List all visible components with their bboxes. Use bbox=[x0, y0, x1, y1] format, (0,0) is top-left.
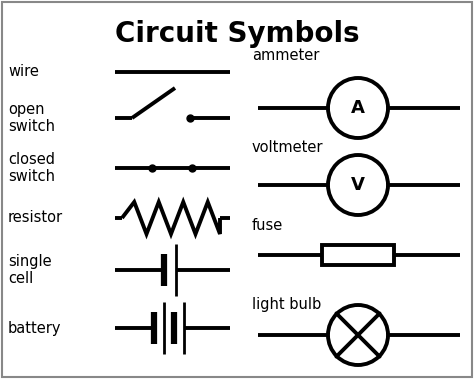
Text: voltmeter: voltmeter bbox=[252, 141, 323, 155]
Text: Circuit Symbols: Circuit Symbols bbox=[115, 20, 359, 48]
Circle shape bbox=[328, 78, 388, 138]
Text: resistor: resistor bbox=[8, 210, 63, 226]
Text: open
switch: open switch bbox=[8, 102, 55, 134]
Text: V: V bbox=[351, 176, 365, 194]
Text: ammeter: ammeter bbox=[252, 47, 319, 63]
Text: single
cell: single cell bbox=[8, 254, 52, 286]
Circle shape bbox=[328, 155, 388, 215]
Text: A: A bbox=[351, 99, 365, 117]
Text: closed
switch: closed switch bbox=[8, 152, 55, 184]
Circle shape bbox=[328, 305, 388, 365]
Text: battery: battery bbox=[8, 321, 62, 335]
Text: wire: wire bbox=[8, 64, 39, 80]
Text: fuse: fuse bbox=[252, 218, 283, 232]
Text: light bulb: light bulb bbox=[252, 298, 321, 313]
Bar bbox=[322, 245, 394, 265]
